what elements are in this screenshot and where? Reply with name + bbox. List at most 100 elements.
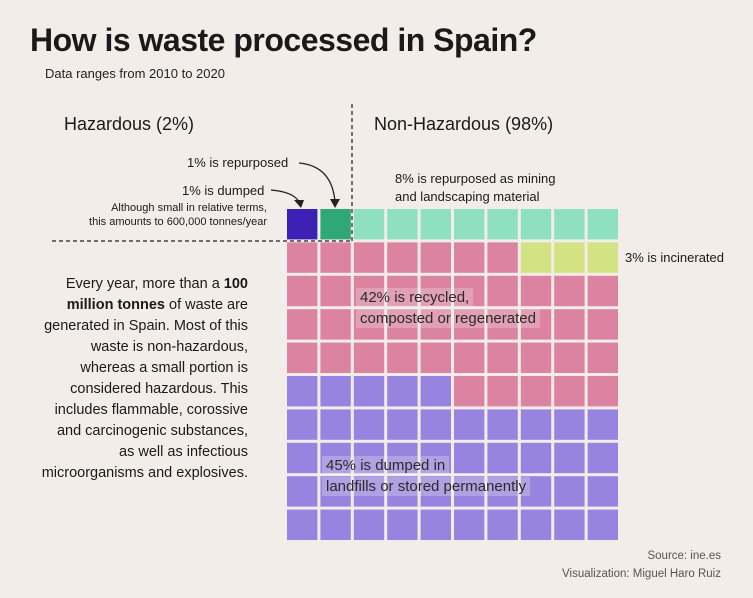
waffle-cell <box>353 409 385 440</box>
annotation-hazardous-repurposed: 1% is repurposed <box>187 155 289 170</box>
waffle-cell <box>420 409 451 440</box>
waffle-cell <box>487 275 518 307</box>
waffle-cell <box>320 275 351 307</box>
waffle-cell <box>320 509 351 540</box>
waffle-cell <box>420 376 451 407</box>
waffle-cell <box>554 242 585 273</box>
annotation-mining-line2: and landscaping material <box>395 189 540 204</box>
waffle-cell <box>387 209 418 240</box>
waffle-cell <box>387 376 418 407</box>
annotation-mining-line1: 8% is repurposed as mining <box>395 171 556 186</box>
waffle-cell <box>587 242 618 273</box>
waffle-cell <box>287 309 318 340</box>
waffle-cell <box>554 209 585 240</box>
annotation-dumped-note-line2: this amounts to 600,000 tonnes/year <box>89 216 267 228</box>
waffle-cell <box>487 442 518 474</box>
waffle-cell <box>554 342 585 373</box>
annotation-hazardous-dumped: 1% is dumped <box>182 183 265 198</box>
waffle-cell <box>320 342 351 373</box>
waffle-cell <box>487 342 518 373</box>
waffle-cell <box>287 442 318 474</box>
waffle-cell <box>287 275 318 307</box>
waffle-cell <box>587 509 618 540</box>
intro-paragraph: Every year, more than a 100 million tonn… <box>40 274 248 484</box>
waffle-cell <box>454 376 485 407</box>
waffle-cell <box>520 209 552 240</box>
waffle-cell <box>353 509 385 540</box>
arrow-repurposed <box>298 162 336 203</box>
label-recycled: 42% is recycled, composted or regenerate… <box>356 287 540 329</box>
waffle-cell <box>287 342 318 373</box>
waffle-cell <box>454 242 485 273</box>
waffle-cell <box>353 275 385 307</box>
waffle-cell <box>554 442 585 474</box>
waffle-cell <box>587 409 618 440</box>
label-landfill-line1: 45% is dumped in <box>322 456 450 475</box>
waffle-cell <box>387 309 418 340</box>
label-recycled-line2: composted or regenerated <box>356 309 540 328</box>
waffle-cell <box>387 409 418 440</box>
waffle-cell <box>587 442 618 474</box>
waffle-cell <box>554 376 585 407</box>
waffle-cell <box>454 309 485 340</box>
waffle-cell <box>454 275 485 307</box>
waffle-cell <box>320 476 351 507</box>
waffle-cell <box>353 442 385 474</box>
waffle-cell <box>287 242 318 273</box>
waffle-cell <box>587 275 618 307</box>
label-landfill-line2: landfills or stored permanently <box>322 477 531 496</box>
waffle-cell <box>587 309 618 340</box>
waffle-cell <box>520 376 552 407</box>
waffle-cell <box>520 309 552 340</box>
non-hazardous-heading: Non-Hazardous (98%) <box>374 114 554 134</box>
waffle-cell <box>487 409 518 440</box>
waffle-cell <box>487 209 518 240</box>
waffle-cell <box>420 242 451 273</box>
waffle-cell <box>353 376 385 407</box>
waffle-cell <box>353 309 385 340</box>
waffle-cell <box>487 509 518 540</box>
waffle-cell <box>287 476 318 507</box>
annotation-mining: 8% is repurposed as mining and landscapi… <box>395 170 555 206</box>
waffle-cell <box>420 342 451 373</box>
waffle-cell <box>287 509 318 540</box>
waffle-cell <box>353 476 385 507</box>
waffle-cell <box>420 476 451 507</box>
waffle-cell <box>454 509 485 540</box>
waffle-cell <box>554 476 585 507</box>
intro-bold: 100 million tonnes <box>66 276 248 313</box>
waffle-cell <box>520 509 552 540</box>
intro-text-2: of waste are generated in Spain. Most of… <box>41 297 248 481</box>
waffle-cell <box>487 476 518 507</box>
waffle-cell <box>554 275 585 307</box>
visualization-credit: Visualization: Miguel Haro Ruiz <box>562 568 721 580</box>
waffle-cell <box>420 442 451 474</box>
waffle-cell <box>387 442 418 474</box>
chart-subtitle: Data ranges from 2010 to 2020 <box>45 66 225 81</box>
annotation-dumped-note: Although small in relative terms, this a… <box>89 201 267 229</box>
waffle-cell <box>454 209 485 240</box>
arrow-repurposed-head <box>330 199 340 208</box>
waffle-cell <box>353 209 385 240</box>
chart-title: How is waste processed in Spain? <box>30 22 537 58</box>
waffle-cell <box>320 209 351 240</box>
waffle-cell <box>454 409 485 440</box>
arrow-dumped-head <box>294 200 304 208</box>
waffle-cell <box>287 376 318 407</box>
waffle-cell <box>387 476 418 507</box>
waffle-cell <box>587 376 618 407</box>
waffle-cell <box>587 209 618 240</box>
waffle-cell <box>353 242 385 273</box>
waffle-cell <box>554 309 585 340</box>
waffle-cell <box>587 476 618 507</box>
waffle-cell <box>454 442 485 474</box>
waffle-cell <box>554 409 585 440</box>
annotation-dumped-note-line1: Although small in relative terms, <box>111 202 267 214</box>
waffle-cell <box>487 242 518 273</box>
waffle-cell <box>520 409 552 440</box>
waffle-cell <box>387 275 418 307</box>
waffle-cell <box>554 509 585 540</box>
waffle-cell <box>320 242 351 273</box>
annotation-incinerated: 3% is incinerated <box>625 250 724 265</box>
